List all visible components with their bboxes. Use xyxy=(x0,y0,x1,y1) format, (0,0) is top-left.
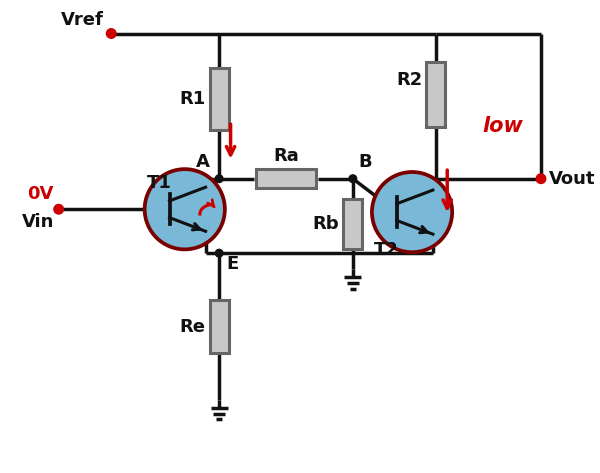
Circle shape xyxy=(536,174,546,184)
Text: Re: Re xyxy=(180,318,206,336)
Bar xyxy=(209,68,229,130)
Text: Ra: Ra xyxy=(273,147,299,166)
Circle shape xyxy=(54,204,64,214)
Circle shape xyxy=(145,169,225,249)
Text: 0V: 0V xyxy=(28,185,54,203)
Text: R1: R1 xyxy=(179,90,206,108)
Text: T2: T2 xyxy=(374,241,399,259)
Bar xyxy=(209,300,229,353)
Circle shape xyxy=(215,249,223,257)
Text: A: A xyxy=(196,153,209,171)
Text: R2: R2 xyxy=(397,71,422,89)
Text: low: low xyxy=(482,116,523,136)
Bar xyxy=(427,62,445,127)
Text: Rb: Rb xyxy=(313,215,340,233)
Bar xyxy=(256,169,316,188)
Text: Vout: Vout xyxy=(548,170,595,188)
Text: Vin: Vin xyxy=(22,213,54,231)
Bar xyxy=(343,199,362,249)
Circle shape xyxy=(106,29,116,38)
Circle shape xyxy=(349,175,356,183)
Text: B: B xyxy=(359,153,372,171)
Text: E: E xyxy=(227,255,239,273)
Text: Vref: Vref xyxy=(61,11,104,29)
Circle shape xyxy=(215,175,223,183)
Text: T1: T1 xyxy=(146,175,172,193)
Circle shape xyxy=(372,172,452,252)
